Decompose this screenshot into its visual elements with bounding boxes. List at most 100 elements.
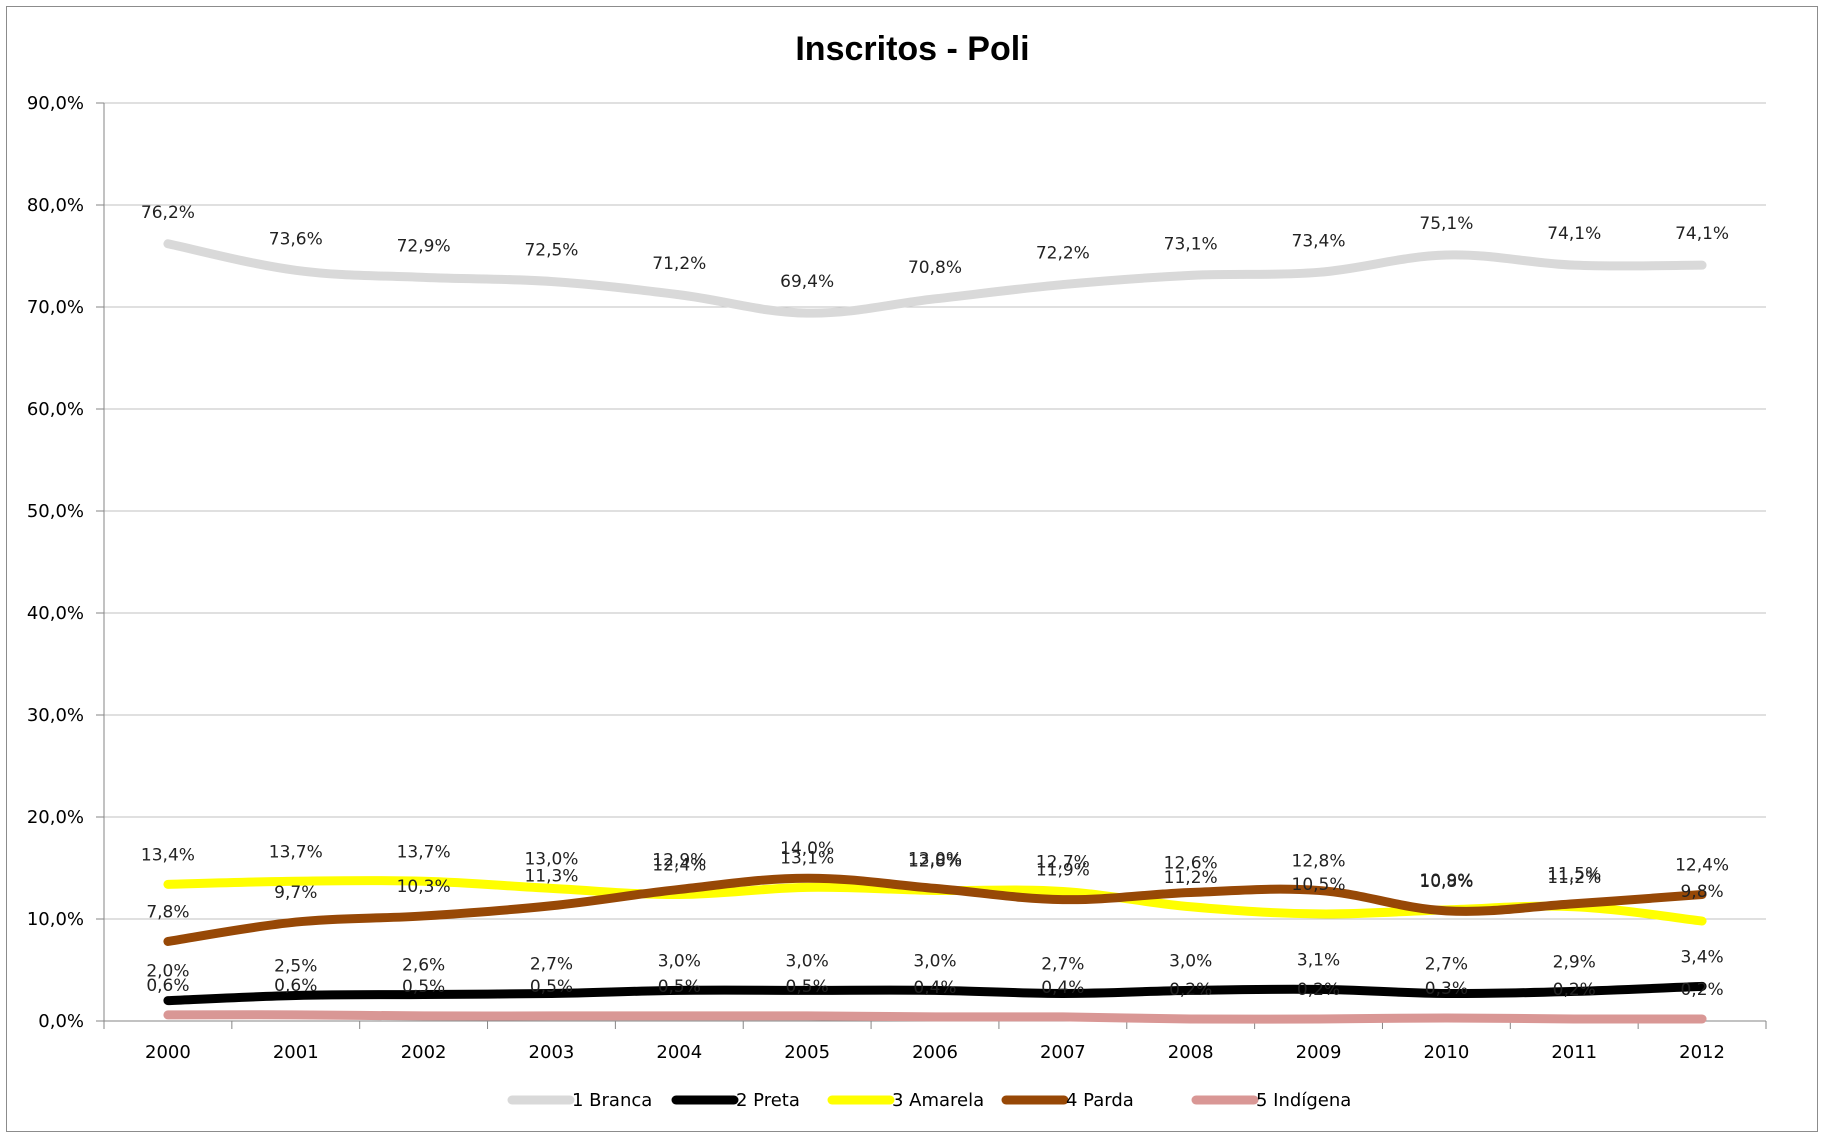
data-label: 10,3% <box>397 877 451 897</box>
data-label: 2,7% <box>530 954 573 974</box>
data-label: 0,2% <box>1680 980 1723 1000</box>
data-label: 71,2% <box>652 254 706 274</box>
data-label: 3,0% <box>913 951 956 971</box>
data-label: 10,9% <box>1419 871 1473 891</box>
y-tick-label: 20,0% <box>27 807 84 828</box>
data-label: 3,4% <box>1680 947 1723 967</box>
data-label: 0,5% <box>658 977 701 997</box>
data-label: 2,5% <box>274 957 317 977</box>
data-label: 3,0% <box>658 951 701 971</box>
y-tick-label: 80,0% <box>27 195 84 216</box>
data-label: 12,8% <box>908 851 962 871</box>
data-label: 0,3% <box>1425 979 1468 999</box>
data-label: 11,9% <box>1036 861 1090 881</box>
data-label: 0,6% <box>274 976 317 996</box>
legend: 1 Branca 2 Preta 3 Amarela 4 Parda 5 Indígen… <box>507 1090 1351 1111</box>
data-label: 11,3% <box>524 867 578 887</box>
data-label: 0,6% <box>146 976 189 996</box>
data-label: 0,2% <box>1169 980 1212 1000</box>
x-tick-label: 2005 <box>784 1042 830 1063</box>
data-label: 72,2% <box>1036 244 1090 264</box>
data-label: 2,6% <box>402 955 445 975</box>
y-axis-ticks: 0,0% 10,0% 20,0% 30,0% 40,0% 50,0% 60,0% 70,0% 8… <box>27 93 84 1032</box>
chart-title: Inscritos - Poli <box>795 30 1030 68</box>
x-tick-label: 2011 <box>1551 1042 1597 1063</box>
chart-frame <box>6 6 1818 1132</box>
data-label: 11,5% <box>1547 865 1601 885</box>
series-line-1 <box>163 239 1707 318</box>
x-tick-label: 2003 <box>529 1042 575 1063</box>
x-tick-label: 2009 <box>1296 1042 1342 1063</box>
x-tick-label: 2010 <box>1423 1042 1469 1063</box>
series-lines <box>163 239 1707 1024</box>
data-label: 3,0% <box>1169 951 1212 971</box>
y-tick-label: 40,0% <box>27 603 84 624</box>
x-tick-label: 2001 <box>273 1042 319 1063</box>
data-label: 73,1% <box>1164 234 1218 254</box>
y-tick-label: 0,0% <box>38 1011 84 1032</box>
legend-label: 4 Parda <box>1066 1090 1134 1111</box>
y-tick-label: 30,0% <box>27 705 84 726</box>
data-label: 9,8% <box>1680 882 1723 902</box>
data-label: 11,2% <box>1547 868 1601 888</box>
data-label: 2,0% <box>146 962 189 982</box>
data-label: 14,0% <box>780 839 834 859</box>
data-label: 7,8% <box>146 902 189 922</box>
data-label: 2,9% <box>1553 952 1596 972</box>
data-label: 12,4% <box>652 856 706 876</box>
x-tick-label: 2012 <box>1679 1042 1725 1063</box>
data-label: 10,8% <box>1419 872 1473 892</box>
data-label: 75,1% <box>1419 214 1473 234</box>
data-label: 3,0% <box>786 951 829 971</box>
data-label: 13,0% <box>908 849 962 869</box>
series-line-2 <box>163 981 1707 1006</box>
data-label: 74,1% <box>1547 224 1601 244</box>
data-label: 12,9% <box>652 850 706 870</box>
data-label: 0,5% <box>530 977 573 997</box>
x-tick-label: 2007 <box>1040 1042 1086 1063</box>
x-tick-label: 2002 <box>401 1042 447 1063</box>
data-label: 0,2% <box>1297 980 1340 1000</box>
y-tick-label: 60,0% <box>27 399 84 420</box>
data-label: 13,1% <box>780 848 834 868</box>
data-label: 0,4% <box>913 978 956 998</box>
y-tick-label: 10,0% <box>27 909 84 930</box>
data-label: 12,7% <box>1036 852 1090 872</box>
x-tick-label: 2004 <box>656 1042 702 1063</box>
data-label: 2,7% <box>1041 954 1084 974</box>
series-line-5 <box>163 1010 1707 1024</box>
data-label: 13,7% <box>397 842 451 862</box>
legend-label: 3 Amarela <box>892 1090 984 1111</box>
data-label: 0,5% <box>786 977 829 997</box>
data-label: 12,4% <box>1675 856 1729 876</box>
gridlines <box>104 102 1766 920</box>
data-label: 74,1% <box>1675 224 1729 244</box>
data-label: 73,4% <box>1292 231 1346 251</box>
legend-label: 5 Indígena <box>1256 1090 1351 1111</box>
x-tick-label: 2000 <box>145 1042 191 1063</box>
data-label: 13,0% <box>524 849 578 869</box>
data-label: 11,2% <box>1164 868 1218 888</box>
legend-label: 1 Branca <box>572 1090 652 1111</box>
data-label: 76,2% <box>141 203 195 223</box>
data-label: 3,1% <box>1297 950 1340 970</box>
legend-label: 2 Preta <box>736 1090 800 1111</box>
y-tick-label: 70,0% <box>27 297 84 318</box>
data-label: 69,4% <box>780 272 834 292</box>
data-label: 72,9% <box>397 236 451 256</box>
data-label: 12,8% <box>1292 851 1346 871</box>
data-label: 13,4% <box>141 845 195 865</box>
data-label: 70,8% <box>908 258 962 278</box>
data-label: 73,6% <box>269 229 323 249</box>
data-label: 0,5% <box>402 977 445 997</box>
series-line-4 <box>163 873 1707 946</box>
y-tick-label: 50,0% <box>27 501 84 522</box>
data-label: 9,7% <box>274 883 317 903</box>
data-labels: 76,2% 73,6% 72,9% 72,5% 71,2% 69,4% 70,8% 72,2%… <box>141 203 1729 1000</box>
data-label: 2,7% <box>1425 954 1468 974</box>
data-label: 72,5% <box>524 241 578 261</box>
data-label: 13,7% <box>269 842 323 862</box>
data-label: 12,6% <box>1164 853 1218 873</box>
x-axis-ticks: 2000 2001 2002 2003 2004 2005 2006 2007 2008 2009… <box>145 1042 1725 1063</box>
